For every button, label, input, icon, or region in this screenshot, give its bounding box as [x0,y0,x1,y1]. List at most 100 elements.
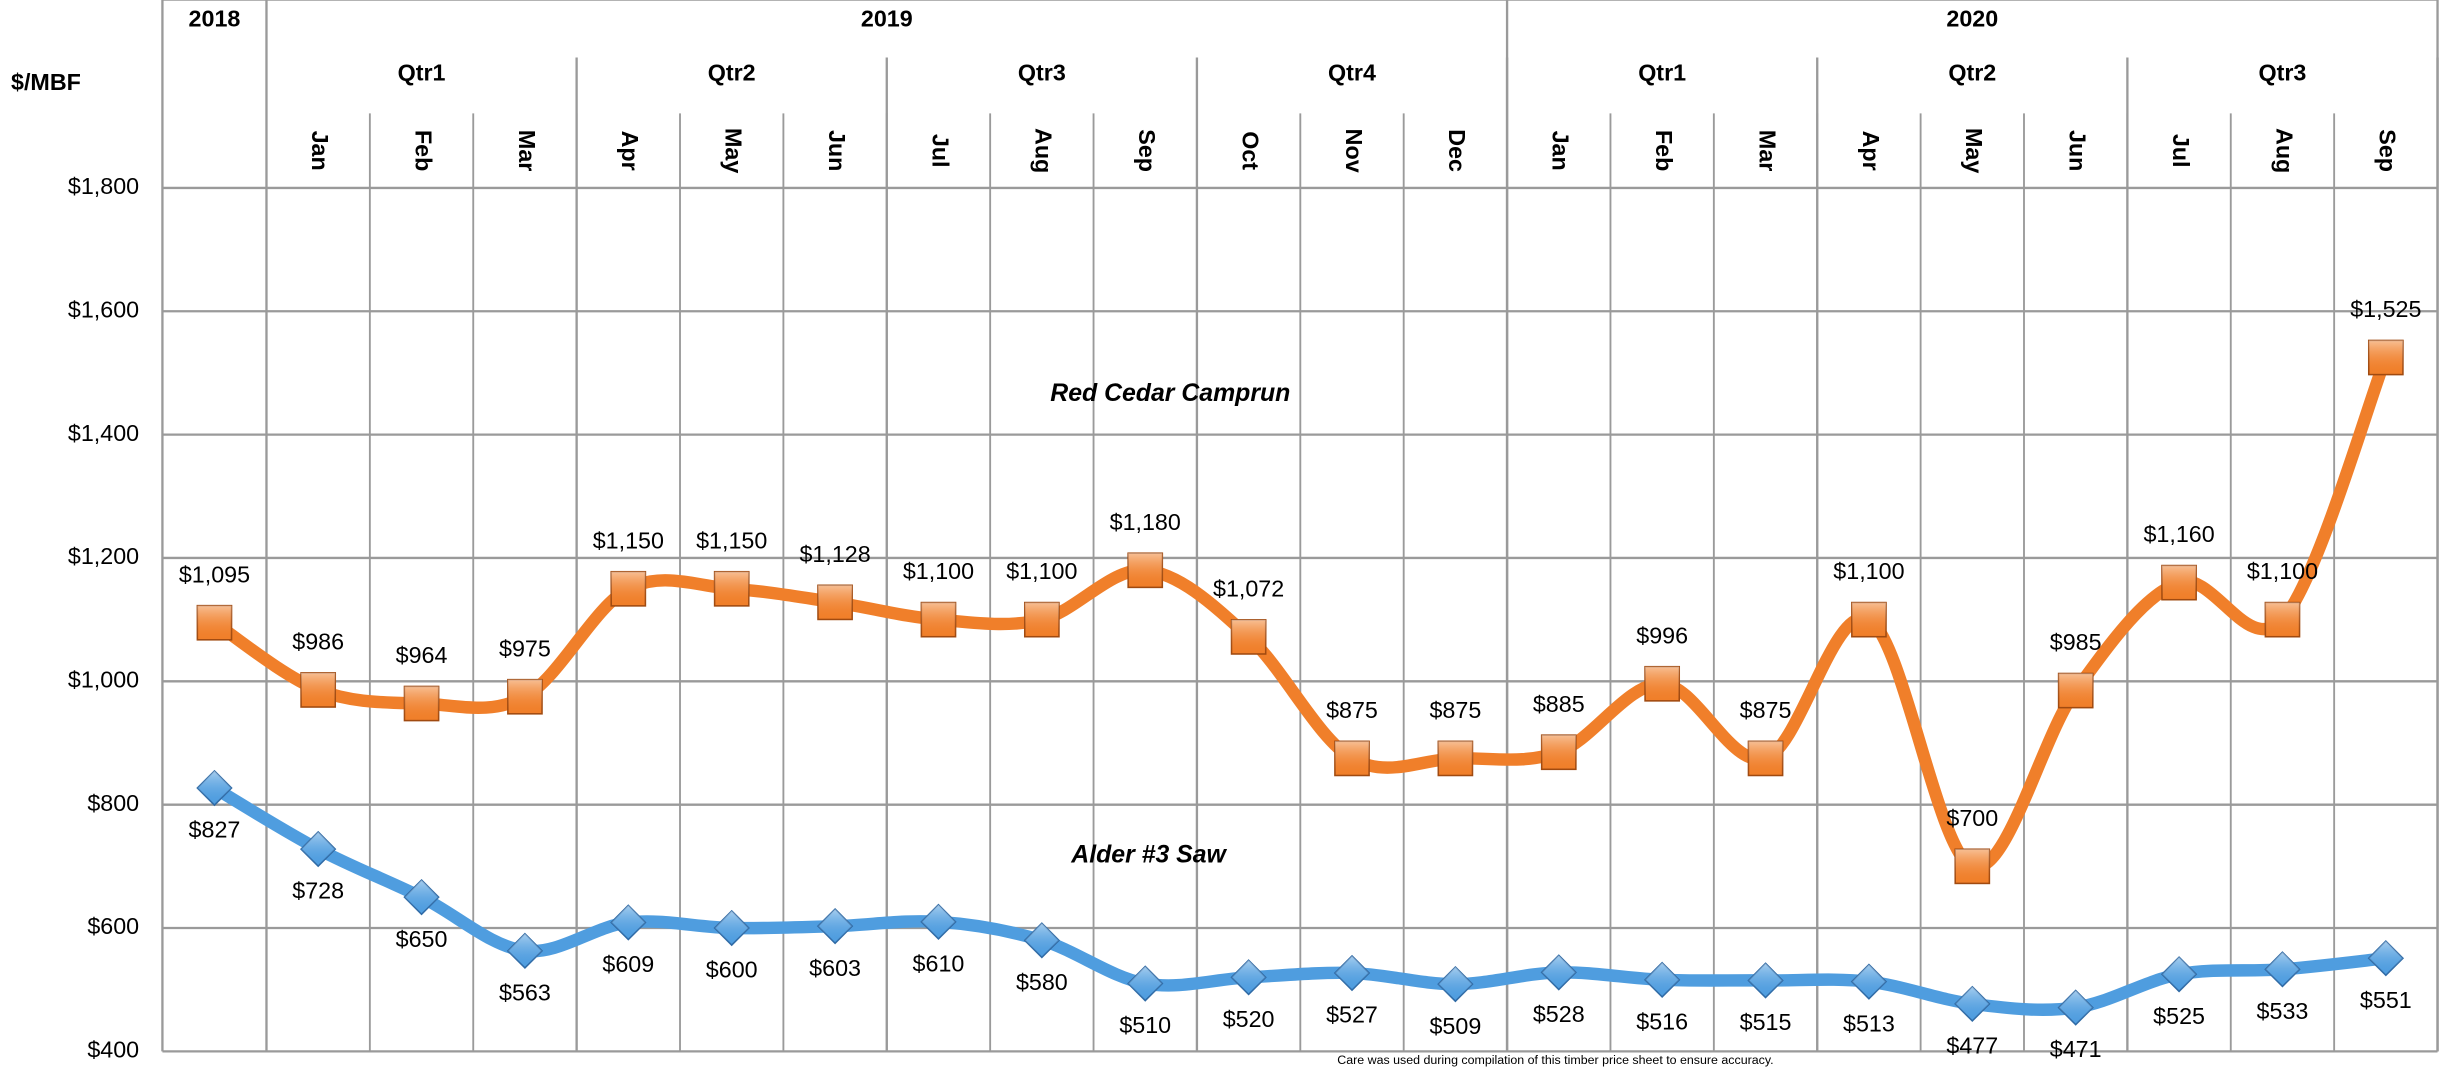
x-tick-label: Jan [1548,131,1574,171]
value-label: $509 [1429,1013,1481,1039]
value-label: $1,100 [903,558,974,584]
value-label: $516 [1636,1008,1688,1034]
value-label: $515 [1740,1009,1792,1035]
marker-shine [1231,619,1266,654]
year-label: 2018 [189,5,241,31]
value-label: $986 [292,629,344,655]
marker-shine [507,679,543,714]
value-label: $875 [1326,697,1378,723]
value-label: $600 [706,957,758,983]
marker-shine [2161,957,2197,992]
value-label: $1,150 [696,527,767,553]
marker-shine [1334,955,1370,991]
marker-shine [921,602,956,637]
x-tick-label: Jun [824,130,850,171]
y-tick-label: $1,600 [68,296,139,322]
value-label: $525 [2153,1003,2205,1029]
marker-shine [1024,923,1059,958]
value-label: $477 [1946,1033,1998,1059]
marker-shine [714,910,749,946]
marker-shine [1024,602,1059,637]
value-label: $563 [499,979,551,1005]
marker-shine [2368,340,2403,375]
marker-shine [1231,960,1266,995]
value-label: $520 [1223,1006,1275,1032]
value-label: $964 [396,642,448,668]
x-tick-label: Jul [927,134,953,168]
marker-shine [197,605,232,640]
value-label: $1,100 [2247,558,2318,584]
value-label: $580 [1016,969,1068,995]
y-axis-label: $/MBF [11,69,81,95]
quarter-label: Qtr2 [1948,60,1996,86]
marker-shine [1438,967,1473,1002]
x-tick-label: Feb [1651,130,1677,171]
marker-shine [1645,962,1680,997]
x-tick-label: Sep [2375,129,2401,172]
x-tick-label: Oct [1237,131,1263,170]
x-tick-label: Feb [410,130,436,171]
quarter-label: Qtr3 [2259,60,2307,86]
marker-shine [2368,941,2403,976]
x-tick-label: Apr [617,131,643,171]
marker-shine [1128,553,1163,588]
x-tick-label: Jan [307,131,333,171]
series-annotation: Alder #3 Saw [1070,841,1227,868]
marker-shine [1851,964,1887,999]
y-tick-label: $1,800 [68,173,139,199]
series-line [208,781,2393,1016]
marker-shine [1541,955,1576,990]
value-label: $985 [2050,629,2102,655]
quarter-label: Qtr4 [1328,60,1376,86]
value-label: $603 [809,955,861,981]
quarter-label: Qtr1 [1638,60,1686,86]
marker-shine [611,905,646,940]
y-tick-label: $1,400 [68,420,139,446]
value-label: $533 [2257,998,2309,1024]
x-tick-label: Apr [1858,131,1884,171]
marker-shine [818,909,853,944]
marker-shine [2161,565,2197,600]
value-label: $471 [2050,1036,2102,1062]
quarter-label: Qtr1 [398,60,446,86]
marker-shine [1128,966,1163,1001]
x-tick-label: May [1961,128,1987,173]
value-label: $1,100 [1006,558,1077,584]
x-tick-label: Dec [1444,129,1470,172]
value-label: $528 [1533,1001,1585,1027]
marker-shine [818,585,853,620]
quarter-label: Qtr3 [1018,60,1066,86]
y-tick-label: $600 [87,913,139,939]
marker-shine [301,672,336,708]
value-label: $1,180 [1110,509,1181,535]
value-label: $875 [1429,697,1481,723]
value-label: $1,160 [2143,521,2214,547]
x-tick-label: Aug [2271,128,2297,173]
x-tick-label: Sep [1134,129,1160,172]
x-tick-label: Jul [2168,134,2194,168]
value-label: $700 [1946,805,1998,831]
marker-shine [611,571,646,606]
x-tick-label: Aug [1031,128,1057,173]
marker-shine [507,933,543,968]
marker-shine [301,831,336,867]
y-tick-label: $800 [87,790,139,816]
marker-shine [1851,602,1887,637]
marker-shine [921,904,956,939]
marker-shine [1438,741,1473,776]
marker-shine [2058,673,2093,708]
value-label: $827 [189,817,241,843]
value-label: $885 [1533,691,1585,717]
x-tick-label: Mar [514,130,540,171]
value-label: $1,100 [1833,558,1904,584]
marker-shine [2058,990,2093,1025]
marker-shine [1955,986,1990,1021]
marker-shine [1748,963,1783,998]
value-label: $975 [499,635,551,661]
y-tick-label: $1,000 [68,666,139,692]
y-tick-label: $1,200 [68,543,139,569]
value-label: $1,072 [1213,575,1284,601]
marker-shine [1955,849,1990,884]
value-label: $1,095 [179,561,250,587]
x-tick-label: Jun [2065,130,2091,171]
